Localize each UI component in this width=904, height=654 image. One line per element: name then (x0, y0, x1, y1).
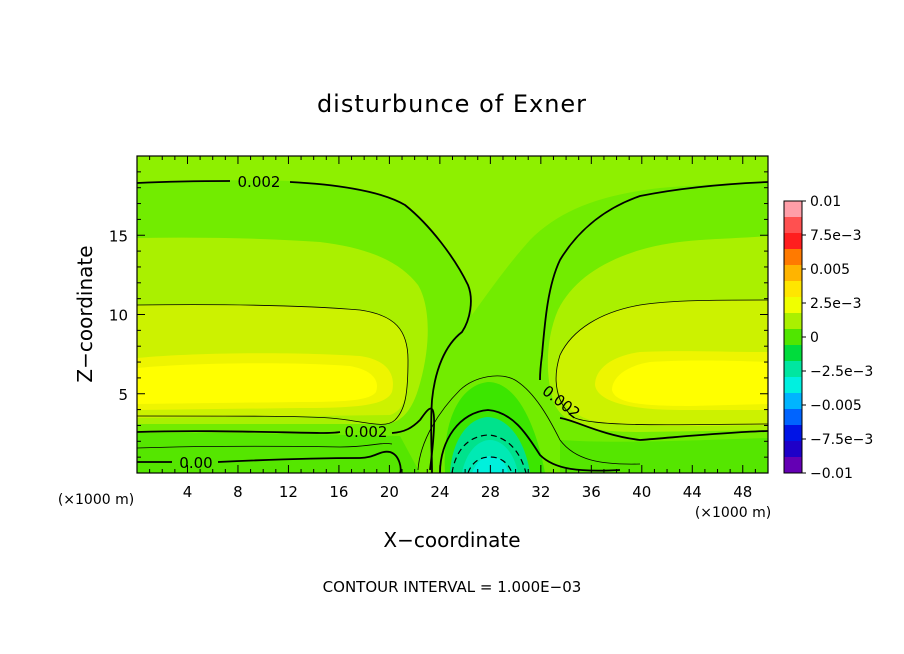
x-tick-label: 44 (683, 483, 702, 501)
colorbar-swatch (784, 217, 802, 234)
colorbar-swatch (784, 361, 802, 378)
contour-line-0.001-center (417, 375, 641, 471)
contour-line-0.001-left (137, 304, 409, 425)
contour-line-0.002-top-right (539, 181, 768, 381)
contour-label-lower: 0.002 (345, 423, 388, 441)
x-tick-label: 40 (632, 483, 651, 501)
plot-area: 0.002 0.002 0.00 0.002 (137, 156, 768, 473)
x-tick-label: 8 (233, 483, 243, 501)
colorbar-label: 0.005 (810, 262, 850, 278)
y-axis-label: Z−coordinate (73, 245, 97, 382)
colorbar-swatch (784, 265, 802, 282)
x-axis-label: X−coordinate (383, 528, 520, 552)
x-tick-label: 36 (582, 483, 601, 501)
x-tick-label: 24 (430, 483, 449, 501)
chart-title: disturbunce of Exner (317, 90, 587, 118)
x-unit-right: (×1000 m) (695, 505, 771, 521)
level-4e-3-and-above-right (612, 360, 768, 406)
contour-interval-note: CONTOUR INTERVAL = 1.000E−03 (323, 578, 582, 596)
colorbar-label: −7.5e−3 (810, 432, 873, 448)
colorbar-swatch (784, 457, 802, 474)
contour-line-0.002-lower (137, 407, 436, 471)
colorbar-swatch (784, 233, 802, 250)
y-tick-label: 15 (109, 227, 128, 245)
colorbar-label: −0.005 (810, 398, 862, 414)
contour-line-minus-0.001 (451, 434, 527, 473)
colorbar: 0.01 7.5e−3 0.005 2.5e−3 0 −2.5e−3 −0.005 −7.5e… (783, 194, 873, 482)
colorbar-swatch (784, 329, 802, 346)
colorbar-swatch (784, 425, 802, 442)
contour-line-0.002-top (137, 180, 472, 473)
colorbar-label: 2.5e−3 (810, 296, 862, 312)
x-tick-label: 28 (481, 483, 500, 501)
colorbar-swatch (784, 377, 802, 394)
level-minus-4e-3-to-minus-3e-3 (472, 456, 508, 473)
colorbar-swatch (784, 345, 802, 362)
colorbar-swatch (784, 201, 802, 218)
contour-line-0.001-right (555, 299, 768, 426)
x-axis-ticks: 4 8 12 16 20 24 28 32 36 40 44 48 (149, 156, 756, 501)
contour-label-zero: 0.00 (179, 454, 212, 472)
colorbar-label: 7.5e−3 (810, 228, 862, 244)
colorbar-swatch (784, 297, 802, 314)
x-tick-label: 48 (733, 483, 752, 501)
contour-line-0.001-lower-left (137, 443, 393, 449)
colorbar-swatch (784, 409, 802, 426)
contour-line-0.000-center (439, 409, 621, 473)
x-unit-left: (×1000 m) (58, 492, 134, 508)
level-1e-3-to-2e-3-top (137, 156, 768, 315)
x-tick-label: 32 (531, 483, 550, 501)
x-tick-label: 4 (183, 483, 193, 501)
contour-label-top: 0.002 (238, 173, 281, 191)
colorbar-label: 0 (810, 330, 819, 346)
x-tick-label: 20 (380, 483, 399, 501)
contour-line-0.000-left (137, 450, 402, 473)
colorbar-swatch (784, 249, 802, 266)
colorbar-label: −2.5e−3 (810, 364, 873, 380)
colorbar-swatch (784, 441, 802, 458)
level-4e-3-and-above-left (137, 363, 377, 404)
colorbar-label: −0.01 (810, 466, 853, 482)
x-tick-label: 12 (279, 483, 298, 501)
x-tick-label: 16 (329, 483, 348, 501)
colorbar-label: 0.01 (810, 194, 841, 210)
y-tick-label: 10 (109, 307, 128, 325)
y-tick-label: 5 (118, 386, 128, 404)
y-axis-ticks: 5 10 15 (109, 171, 768, 458)
colorbar-swatch (784, 281, 802, 298)
contour-line-0.002-right-lower (559, 417, 768, 441)
colorbar-swatch (784, 393, 802, 410)
colorbar-swatch (784, 313, 802, 330)
